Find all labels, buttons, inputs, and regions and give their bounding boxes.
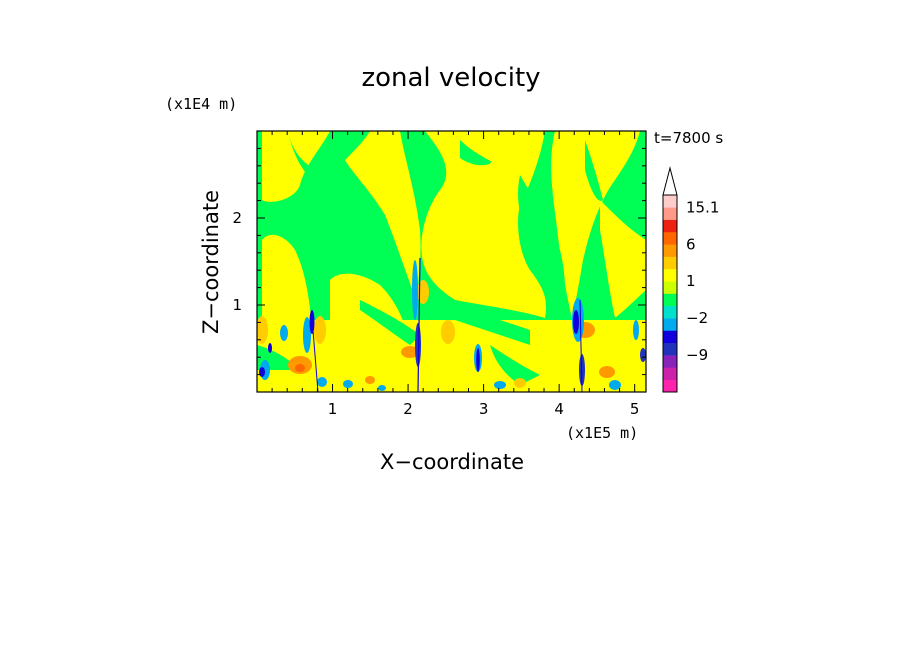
time-label: t=7800 s [654, 129, 723, 147]
colorbar-swatch [663, 231, 677, 245]
colorbar-label: 1 [686, 272, 696, 290]
x-tick-label: 3 [479, 400, 489, 418]
colorbar-label: −9 [686, 346, 708, 364]
x-tick-label: 4 [554, 400, 564, 418]
colorbar-frame [662, 194, 678, 393]
x-tick-label: 2 [403, 400, 413, 418]
x-tick-label: 5 [630, 400, 640, 418]
x-axis-label: X−coordinate [380, 450, 524, 474]
axes: 1 2 3 4 5 1 2 [232, 131, 646, 418]
colorbar-swatch [663, 367, 677, 380]
y-tick-label: 2 [232, 209, 242, 227]
plot-frame [256, 130, 647, 393]
colorbar-extend-arrow [662, 166, 678, 196]
x-tick-label: 1 [328, 400, 338, 418]
colorbar-label: −2 [686, 309, 708, 327]
contour-field [257, 131, 646, 392]
colorbar-swatch [663, 318, 677, 331]
colorbar-swatch [663, 355, 677, 368]
colorbar-swatch [663, 244, 677, 257]
colorbar-label: 15.1 [686, 198, 719, 216]
colorbar-label: 6 [686, 235, 696, 253]
colorbar: 15.1 6 1 −2 −9 [662, 166, 719, 393]
y-axis-label: Z−coordinate [199, 190, 223, 334]
colorbar-swatch [663, 219, 677, 233]
colorbar-swatch [663, 207, 677, 220]
colorbar-swatch [663, 256, 677, 270]
colorbar-swatch [663, 195, 677, 208]
colorbar-swatch [663, 293, 677, 307]
colorbar-swatch [663, 305, 677, 319]
chart-title: zonal velocity [361, 63, 540, 93]
colorbar-swatch [663, 342, 677, 356]
x-unit-label: (x1E5 m) [566, 424, 638, 442]
y-tick-label: 1 [232, 296, 242, 314]
colorbar-swatch [663, 268, 677, 282]
y-unit-label: (x1E4 m) [165, 95, 237, 113]
colorbar-swatch [663, 330, 677, 344]
colorbar-swatch [663, 281, 677, 294]
colorbar-swatch [663, 379, 677, 393]
